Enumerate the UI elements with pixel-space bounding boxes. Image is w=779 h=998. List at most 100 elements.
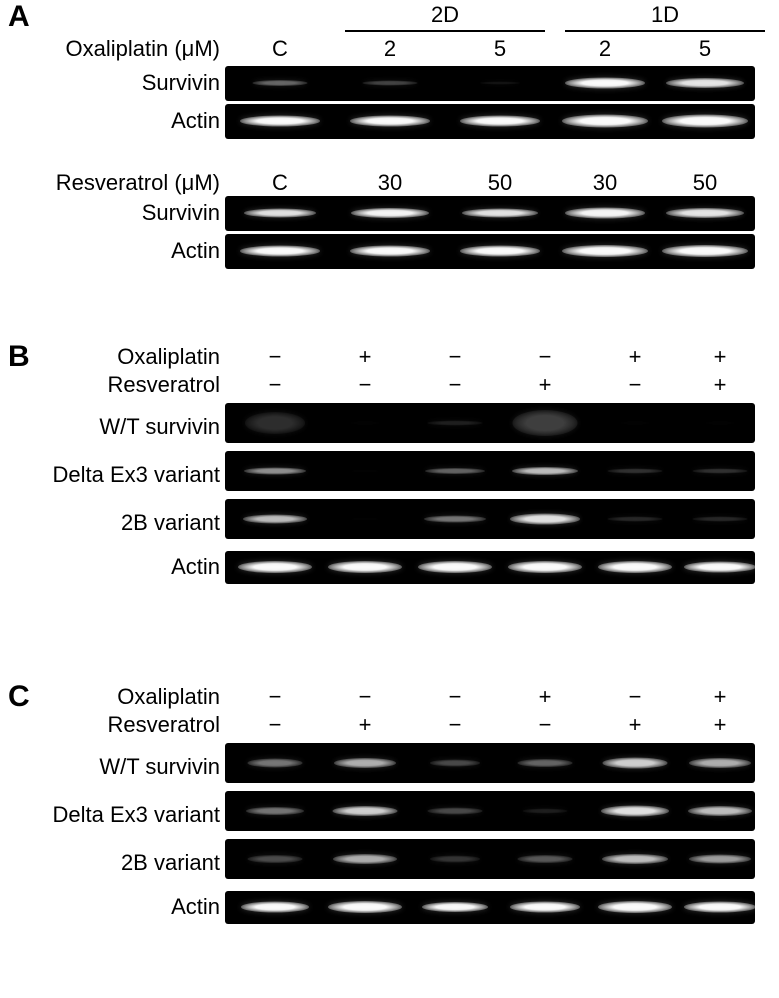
- gel-band: [608, 469, 663, 474]
- panel-c-oxaliplatin-label: Oxaliplatin: [20, 684, 220, 710]
- gel-band: [350, 246, 430, 257]
- gel-band: [328, 901, 402, 913]
- panel-a-survivin-label-2: Survivin: [20, 200, 220, 226]
- panel_B-ox-sign: +: [359, 344, 372, 370]
- gel-band: [480, 82, 520, 85]
- panel-a-actin-label-1: Actin: [20, 108, 220, 134]
- gel-band: [518, 759, 573, 767]
- panel_B-rv-sign: −: [359, 372, 372, 398]
- gel-band: [598, 561, 672, 573]
- gel-band: [428, 421, 483, 426]
- gel-band: [684, 902, 755, 913]
- panel_B-rv-sign: −: [449, 372, 462, 398]
- panel_C-rv-sign: −: [449, 712, 462, 738]
- panel_B-rv-sign: +: [539, 372, 552, 398]
- gel-band: [430, 856, 480, 863]
- gel-band: [350, 470, 380, 473]
- gel-strip: [225, 891, 755, 924]
- panel_C-ox-sign: −: [269, 684, 282, 710]
- gel-band: [598, 901, 672, 913]
- gel-band: [244, 209, 316, 218]
- panel-b-row3-label: Actin: [20, 554, 220, 580]
- gel-band: [350, 518, 380, 521]
- gel-band: [328, 561, 402, 573]
- gel-strip: [225, 791, 755, 831]
- gel-band: [430, 760, 480, 767]
- panel-b-oxaliplatin-label: Oxaliplatin: [20, 344, 220, 370]
- panel_C-ox-sign: +: [539, 684, 552, 710]
- panel-c-row1-label: Delta Ex3 variant: [20, 802, 220, 828]
- panel_C-ox-sign: −: [359, 684, 372, 710]
- panel-b-row1-label: Delta Ex3 variant: [20, 462, 220, 488]
- gel-band: [666, 78, 744, 88]
- panel_B-ox-sign: −: [449, 344, 462, 370]
- panel_C-ox-sign: +: [714, 684, 727, 710]
- gel-strip: [225, 104, 755, 139]
- gel-band: [601, 806, 669, 817]
- panel-a-rv-header: 50: [488, 170, 512, 196]
- panel-a-ox-header: 5: [699, 36, 711, 62]
- gel-strip: [225, 551, 755, 584]
- gel-band: [693, 469, 748, 474]
- gel-band: [608, 517, 663, 522]
- gel-band: [662, 115, 748, 128]
- gel-strip: [225, 451, 755, 491]
- gel-band: [248, 855, 303, 863]
- gel-band: [512, 467, 578, 475]
- gel-band: [603, 758, 668, 769]
- gel-band: [418, 561, 492, 573]
- panel-a-rv-header: 30: [593, 170, 617, 196]
- panel_B-rv-sign: −: [629, 372, 642, 398]
- gel-band: [334, 758, 396, 768]
- gel-band: [705, 421, 735, 425]
- panel-a-ox-header: 5: [494, 36, 506, 62]
- figure-root: A 2D 1D Oxaliplatin (μM) Survivin Actin …: [0, 0, 779, 998]
- panel-b-resveratrol-label: Resveratrol: [20, 372, 220, 398]
- panel-a-survivin-label-1: Survivin: [20, 70, 220, 96]
- panel_C-ox-sign: −: [629, 684, 642, 710]
- gel-strip: [225, 196, 755, 231]
- gel-band: [246, 807, 304, 815]
- gel-band: [460, 246, 540, 257]
- panel_C-rv-sign: +: [359, 712, 372, 738]
- gel-band: [508, 561, 582, 573]
- gel-band: [565, 208, 645, 219]
- gel-band: [333, 806, 398, 816]
- panel-a-overline-2d: [345, 30, 545, 32]
- gel-band: [240, 116, 320, 127]
- gel-band: [333, 854, 397, 864]
- panel_C-rv-sign: −: [269, 712, 282, 738]
- gel-band: [428, 808, 483, 815]
- gel-strip: [225, 234, 755, 269]
- gel-band: [460, 116, 540, 127]
- panel_B-ox-sign: +: [714, 344, 727, 370]
- gel-band: [462, 209, 538, 218]
- panel-a-ox-header: 2: [384, 36, 396, 62]
- gel-band: [565, 78, 645, 89]
- gel-strip: [225, 499, 755, 539]
- panel-c-row3-label: Actin: [20, 894, 220, 920]
- gel-band: [253, 80, 308, 86]
- gel-band: [248, 759, 303, 768]
- panel_B-ox-sign: −: [539, 344, 552, 370]
- panel-a-letter: A: [8, 0, 30, 34]
- gel-band: [510, 514, 580, 525]
- gel-band: [620, 421, 650, 425]
- panel_B-ox-sign: +: [629, 344, 642, 370]
- gel-strip: [225, 403, 755, 443]
- gel-band: [518, 855, 573, 863]
- panel-a-rv-header: C: [272, 170, 288, 196]
- gel-band: [523, 809, 568, 814]
- gel-band: [662, 245, 748, 257]
- gel-band: [688, 806, 752, 816]
- panel-c-resveratrol-label: Resveratrol: [20, 712, 220, 738]
- gel-band: [562, 245, 648, 257]
- gel-band: [363, 81, 418, 86]
- gel-band: [244, 468, 306, 475]
- gel-band: [422, 902, 488, 912]
- panel-a-rv-header: 50: [693, 170, 717, 196]
- panel_C-rv-sign: +: [714, 712, 727, 738]
- panel-a-resveratrol-label: Resveratrol (μM): [20, 170, 220, 196]
- gel-band: [241, 902, 309, 913]
- gel-strip: [225, 66, 755, 101]
